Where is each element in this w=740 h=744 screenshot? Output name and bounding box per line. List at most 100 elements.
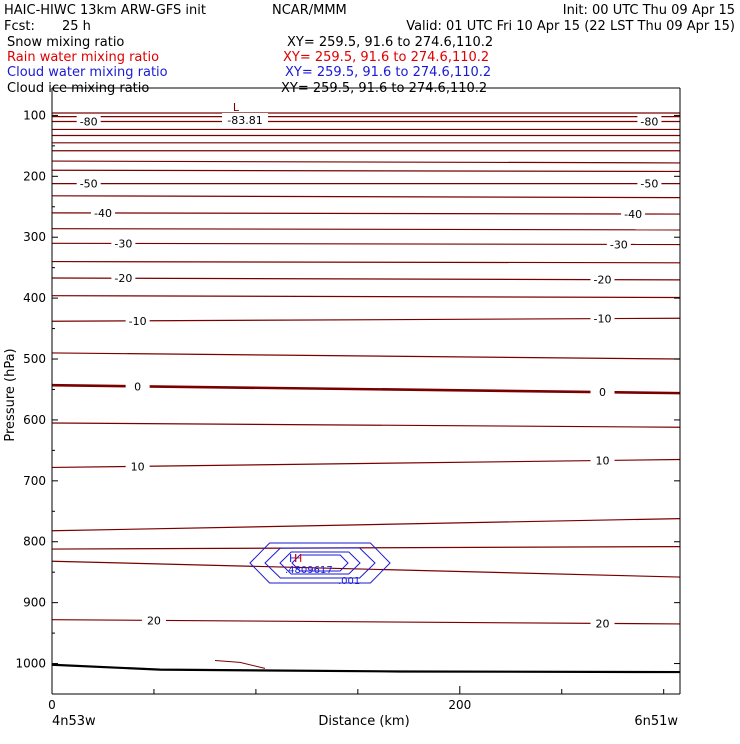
isotherm-label-bg bbox=[590, 385, 615, 400]
isotherm-line bbox=[51, 295, 681, 299]
isotherm-line bbox=[51, 383, 681, 395]
surface-line bbox=[51, 663, 681, 674]
y-tick-label: 800 bbox=[23, 535, 46, 549]
isotherm-line bbox=[51, 228, 681, 231]
isotherm-line bbox=[51, 546, 681, 550]
isotherm-label-bg bbox=[637, 114, 662, 129]
isotherm-line bbox=[51, 260, 681, 264]
isotherm-label-bg bbox=[76, 176, 101, 191]
low-marker: L bbox=[233, 101, 240, 114]
field-cloud-name: Cloud water mixing ratio bbox=[7, 65, 168, 80]
rain-value-label: .4809617 bbox=[285, 565, 333, 576]
isotherm-line bbox=[51, 422, 681, 428]
isotherm-label: -80 bbox=[80, 115, 98, 128]
isotherm-label: 20 bbox=[147, 614, 161, 627]
isotherm-label: 0 bbox=[134, 380, 141, 393]
fcst-label: Fcst: bbox=[4, 19, 35, 34]
isotherm-label: -50 bbox=[640, 178, 658, 191]
y-tick-label: 500 bbox=[23, 352, 46, 366]
low-value: -83.81 bbox=[227, 114, 262, 127]
cloud-high-label: H bbox=[289, 552, 297, 565]
isotherm-line bbox=[51, 517, 681, 532]
isotherm-label-bg bbox=[590, 453, 615, 468]
isotherm-label: -10 bbox=[594, 313, 612, 326]
cloud-water-contour bbox=[291, 554, 349, 572]
rain-high-label: H bbox=[294, 552, 302, 565]
fcst-value: 25 h bbox=[62, 19, 91, 34]
isotherm-label-bg bbox=[125, 459, 150, 474]
field-snow-name: Snow mixing ratio bbox=[7, 35, 124, 50]
isotherm-line bbox=[51, 352, 681, 360]
isotherm-label-bg bbox=[125, 379, 150, 394]
isotherm-label-bg bbox=[76, 114, 101, 129]
isotherm-line bbox=[51, 317, 681, 322]
isotherm-label-bg bbox=[111, 271, 136, 286]
isotherm-line bbox=[51, 169, 681, 173]
x-tick-label: 0 bbox=[48, 698, 56, 712]
isotherm-label: -40 bbox=[624, 208, 642, 221]
field-cloud-xy: XY= 259.5, 91.6 to 274.6,110.2 bbox=[285, 65, 491, 80]
isotherm-label: -50 bbox=[80, 178, 98, 191]
y-tick-label: 600 bbox=[23, 413, 46, 427]
isotherm-label: -30 bbox=[610, 238, 628, 251]
cloud-water-contour bbox=[249, 542, 391, 584]
isotherm-label-bg bbox=[590, 616, 615, 631]
isotherm-label-bg bbox=[141, 613, 166, 628]
y-axis-label: Pressure (hPa) bbox=[3, 348, 18, 441]
y-tick-label: 400 bbox=[23, 291, 46, 305]
isotherm-label: -20 bbox=[594, 274, 612, 287]
field-rain-name: Rain water mixing ratio bbox=[7, 50, 159, 65]
isotherm-label: -20 bbox=[114, 272, 132, 285]
isotherm-label-bg bbox=[637, 176, 662, 191]
y-tick-label: 900 bbox=[23, 596, 46, 610]
isotherm-label: 10 bbox=[131, 460, 145, 473]
y-tick-label: 300 bbox=[23, 230, 46, 244]
isotherm-label: 10 bbox=[596, 454, 610, 467]
y-tick-label: 1000 bbox=[15, 657, 46, 671]
init-time: Init: 00 UTC Thu 09 Apr 15 bbox=[563, 3, 735, 18]
left-end-label: 4n53w bbox=[52, 714, 96, 729]
isotherm-label: 20 bbox=[596, 617, 610, 630]
isotherm-label: -10 bbox=[129, 315, 147, 328]
isotherm-label-bg bbox=[90, 205, 115, 220]
isotherm-line bbox=[51, 195, 681, 199]
isotherm-line bbox=[51, 242, 681, 246]
isotherm-line bbox=[51, 212, 681, 215]
x-axis-label: Distance (km) bbox=[318, 714, 409, 729]
field-snow-xy: XY= 259.5, 91.6 to 274.6,110.2 bbox=[287, 35, 493, 50]
isotherm-label: -40 bbox=[94, 207, 112, 220]
isotherm-label-bg bbox=[590, 272, 615, 287]
chart-title: HAIC-HIWC 13km ARW-GFS init bbox=[4, 3, 206, 18]
isotherm-label: -80 bbox=[640, 115, 658, 128]
isotherm-label-bg bbox=[590, 311, 615, 326]
isotherm-label-bg bbox=[111, 236, 136, 251]
isotherm-line bbox=[51, 560, 681, 578]
isotherm-line bbox=[51, 277, 681, 281]
right-end-label: 6n51w bbox=[634, 714, 678, 729]
cloud-water-contour bbox=[264, 547, 376, 579]
cloud-value-label: .001 bbox=[338, 576, 360, 587]
isotherm-label-bg bbox=[621, 206, 646, 221]
isotherm-label: -30 bbox=[114, 237, 132, 250]
surface-isotherm bbox=[214, 660, 266, 669]
isotherm-label-bg bbox=[125, 313, 150, 328]
isotherm-line bbox=[51, 160, 681, 164]
isotherm-label-bg bbox=[606, 237, 631, 252]
y-tick-label: 100 bbox=[23, 108, 46, 122]
isotherm-line bbox=[51, 458, 681, 469]
ground-layer bbox=[51, 660, 681, 674]
cloud-water-layer: H .001 H.4809617 bbox=[249, 542, 391, 587]
cloud-water-contour bbox=[279, 551, 361, 575]
isotherm-layer: -80 -80 -50 -50 -40 -40 -30 -30 -20 -20 -10 -10 0 0 10… bbox=[51, 101, 681, 631]
x-tick-label: 200 bbox=[448, 698, 471, 712]
y-tick-label: 700 bbox=[23, 474, 46, 488]
isotherm-label: 0 bbox=[599, 386, 606, 399]
field-rain-xy: XY= 259.5, 91.6 to 274.6,110.2 bbox=[283, 50, 489, 65]
y-tick-label: 200 bbox=[23, 169, 46, 183]
low-value-bg bbox=[222, 113, 268, 127]
chart-org: NCAR/MMM bbox=[272, 3, 347, 18]
valid-time: Valid: 01 UTC Fri 10 Apr 15 (22 LST Thu … bbox=[406, 19, 735, 34]
